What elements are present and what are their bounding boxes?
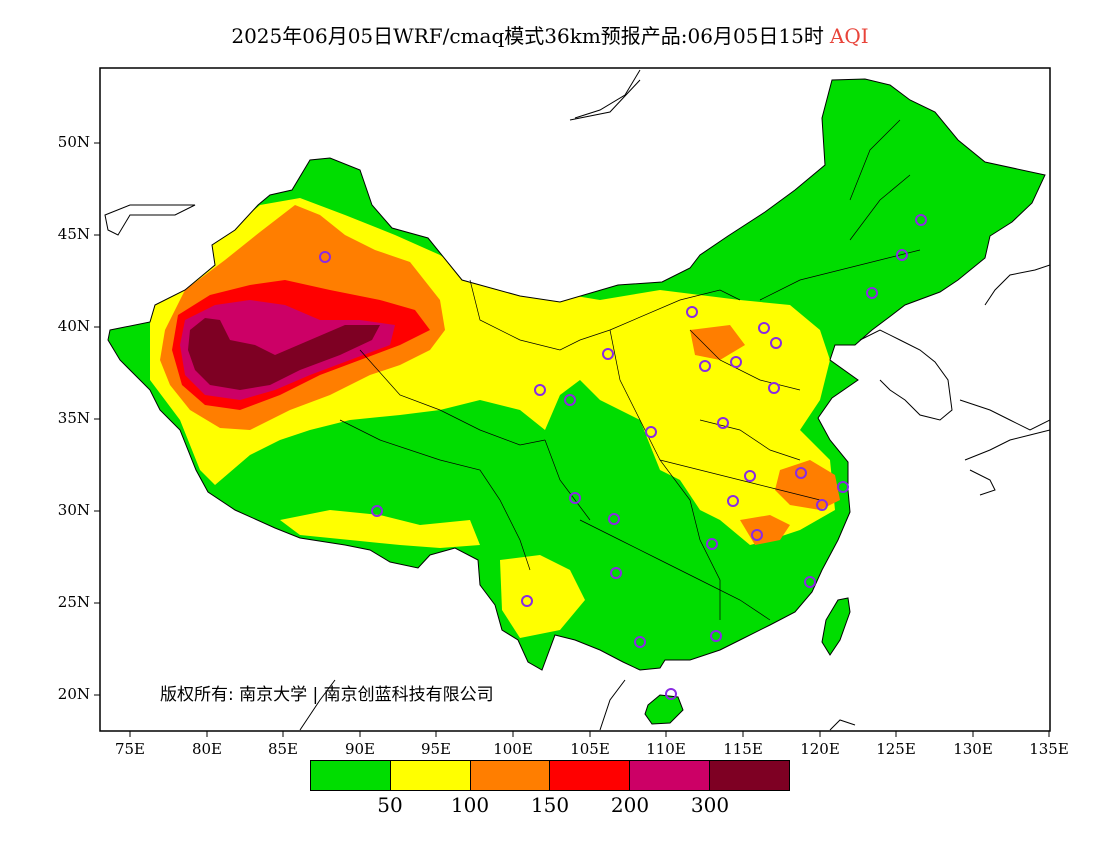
lat-tick-label: 20N	[57, 685, 90, 703]
station-marker	[371, 505, 383, 517]
legend-swatch	[550, 761, 631, 790]
copyright-text: 版权所有: 南京大学 | 南京创蓝科技有限公司	[160, 685, 494, 705]
lon-tick-label: 125E	[876, 740, 916, 758]
lon-tick-label: 85E	[267, 740, 299, 758]
lon-tick-label: 135E	[1029, 740, 1069, 758]
station-marker	[706, 538, 718, 550]
legend-label: 100	[450, 793, 490, 817]
station-marker	[730, 356, 742, 368]
lon-tick-label: 110E	[646, 740, 686, 758]
station-marker	[564, 394, 576, 406]
lat-tick-label: 25N	[57, 593, 90, 611]
taiwan-island	[821, 597, 851, 656]
station-marker	[319, 251, 331, 263]
legend-swatch	[470, 761, 551, 790]
legend-swatch	[630, 761, 711, 790]
station-marker	[665, 688, 677, 700]
map-title-variable: AQI	[829, 24, 869, 48]
aqi-hazardous-area	[188, 318, 380, 390]
lat-tick-label: 30N	[57, 501, 90, 519]
station-marker	[534, 384, 546, 396]
aqi-moderate-area	[280, 510, 480, 548]
aqi-sensitive-area	[775, 460, 840, 510]
station-marker	[751, 529, 763, 541]
lat-tick-label: 40N	[57, 317, 90, 335]
legend-label: 150	[530, 793, 570, 817]
station-marker	[915, 214, 927, 226]
lon-tick-label: 115E	[723, 740, 763, 758]
lat-tick-label: 35N	[57, 409, 90, 427]
station-marker	[610, 567, 622, 579]
china-border	[107, 78, 1046, 671]
station-marker	[866, 287, 878, 299]
station-marker	[634, 636, 646, 648]
lon-tick-label: 130E	[953, 740, 993, 758]
station-marker	[569, 492, 581, 504]
lon-tick-label: 95E	[420, 740, 452, 758]
lon-tick-label: 90E	[344, 740, 376, 758]
legend-label: 300	[690, 793, 730, 817]
station-markers	[319, 214, 927, 700]
aqi-moderate-area	[500, 555, 585, 638]
station-marker	[645, 426, 657, 438]
station-marker	[768, 382, 780, 394]
station-marker	[699, 360, 711, 372]
station-marker	[710, 630, 722, 642]
aqi-sensitive-area	[690, 325, 745, 360]
map-title-main: 2025年06月05日WRF/cmaq模式36km预报产品:06月05日15时	[231, 24, 824, 48]
lat-tick-label: 45N	[57, 225, 90, 243]
station-marker	[717, 417, 729, 429]
station-marker	[804, 576, 816, 588]
station-marker	[521, 595, 533, 607]
lon-tick-label: 75E	[114, 740, 146, 758]
aqi-legend	[310, 760, 790, 791]
station-marker	[602, 348, 614, 360]
hainan-island	[644, 694, 684, 725]
station-marker	[686, 306, 698, 318]
axis-ticks	[94, 142, 1050, 737]
station-marker	[770, 337, 782, 349]
legend-label: 50	[377, 793, 403, 817]
legend-swatch	[390, 761, 471, 790]
station-marker	[837, 481, 849, 493]
station-marker	[816, 499, 828, 511]
lon-tick-label: 80E	[191, 740, 223, 758]
legend-swatch	[311, 761, 391, 790]
station-marker	[795, 467, 807, 479]
station-marker	[758, 322, 770, 334]
legend-label: 200	[610, 793, 650, 817]
legend-swatch	[710, 761, 789, 790]
coastlines	[104, 69, 1050, 731]
province-borders	[339, 119, 921, 621]
station-marker	[896, 249, 908, 261]
station-marker	[608, 513, 620, 525]
lon-tick-label: 105E	[570, 740, 610, 758]
map-title: 2025年06月05日WRF/cmaq模式36km预报产品:06月05日15时 A…	[0, 20, 1100, 49]
lon-tick-label: 120E	[800, 740, 840, 758]
station-marker	[744, 470, 756, 482]
lon-tick-label: 100E	[493, 740, 533, 758]
lat-tick-label: 50N	[57, 133, 90, 151]
station-marker	[727, 495, 739, 507]
